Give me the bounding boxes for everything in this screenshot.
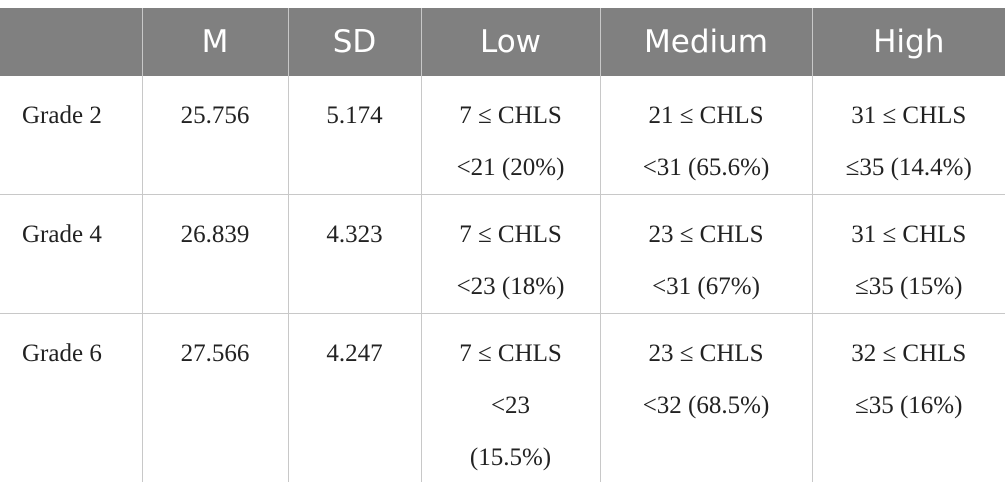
table-cell: 23 ≤ CHLS <31 (67%) <box>599 194 812 314</box>
row-label-cell: Grade 6 <box>0 313 142 482</box>
table-cell: 25.756 <box>141 76 288 195</box>
header-cell: SD <box>287 8 421 76</box>
table-cell: 26.839 <box>141 194 288 314</box>
cell-line: ≤35 (16%) <box>855 392 963 419</box>
table-cell: 7 ≤ CHLS <23 (18%) <box>420 194 600 314</box>
cell-line: 4.323 <box>326 221 383 248</box>
cell-line: 25.756 <box>180 102 250 129</box>
cell-line: <31 (67%) <box>652 273 760 300</box>
cell-line: Grade 4 <box>22 221 102 248</box>
table-cell: 31 ≤ CHLS ≤35 (14.4%) <box>811 76 1005 195</box>
cell-line: ≤35 (15%) <box>855 273 963 300</box>
cell-line: 23 ≤ CHLS <box>648 340 764 367</box>
table-cell: 7 ≤ CHLS <21 (20%) <box>420 76 600 195</box>
cell-line: 31 ≤ CHLS <box>851 102 967 129</box>
table-row: Grade 6 27.566 4.247 7 ≤ CHLS <23 (15.5%) 23 ≤… <box>0 313 1005 482</box>
table-cell: 4.323 <box>287 194 421 314</box>
cell-line: 27.566 <box>180 340 250 367</box>
header-cell: M <box>141 8 288 76</box>
table-row: Grade 2 25.756 5.174 7 ≤ CHLS <21 (20%) 21 ≤ … <box>0 76 1005 195</box>
table-cell: 23 ≤ CHLS <32 (68.5%) <box>599 313 812 482</box>
table-cell: 31 ≤ CHLS ≤35 (15%) <box>811 194 1005 314</box>
cell-line: 23 ≤ CHLS <box>648 221 764 248</box>
header-cell: High <box>811 8 1005 76</box>
cell-line: <32 (68.5%) <box>642 392 770 419</box>
cell-line: 21 ≤ CHLS <box>648 102 764 129</box>
cell-line: 4.247 <box>326 340 383 367</box>
table-cell: 21 ≤ CHLS <31 (65.6%) <box>599 76 812 195</box>
cell-line: <21 (20%) <box>456 154 565 181</box>
table-body: Grade 2 25.756 5.174 7 ≤ CHLS <21 (20%) 21 ≤ … <box>0 76 1005 482</box>
table-cell: 5.174 <box>287 76 421 195</box>
cell-line: 32 ≤ CHLS <box>851 340 967 367</box>
cell-line: <31 (65.6%) <box>642 154 770 181</box>
cell-line: <23 (18%) <box>456 273 565 300</box>
table-cell: 32 ≤ CHLS ≤35 (16%) <box>811 313 1005 482</box>
cell-line: 7 ≤ CHLS <box>459 221 562 248</box>
cell-line: (15.5%) <box>469 444 552 471</box>
row-label-cell: Grade 2 <box>0 76 142 195</box>
cell-line: ≤35 (14.4%) <box>845 154 972 181</box>
row-label-cell: Grade 4 <box>0 194 142 314</box>
header-cell: Medium <box>599 8 812 76</box>
cell-line: 31 ≤ CHLS <box>851 221 967 248</box>
table-cell: 7 ≤ CHLS <23 (15.5%) <box>420 313 600 482</box>
cell-line: 7 ≤ CHLS <box>459 340 562 367</box>
table-cell: 27.566 <box>141 313 288 482</box>
cell-line: Grade 6 <box>22 340 102 367</box>
table-row: Grade 4 26.839 4.323 7 ≤ CHLS <23 (18%) 23 ≤ … <box>0 194 1005 314</box>
cell-line: 5.174 <box>326 102 383 129</box>
header-cell <box>0 8 142 76</box>
table-cell: 4.247 <box>287 313 421 482</box>
cell-line: Grade 2 <box>22 102 102 129</box>
cell-line: 26.839 <box>180 221 250 248</box>
header-cell: Low <box>420 8 600 76</box>
cell-line: 7 ≤ CHLS <box>459 102 562 129</box>
data-table: M SD Low Medium High Grade 2 25.756 5.174 7 ≤ C… <box>0 8 1005 482</box>
header-row: M SD Low Medium High <box>0 8 1005 76</box>
cell-line: <23 <box>490 392 531 419</box>
